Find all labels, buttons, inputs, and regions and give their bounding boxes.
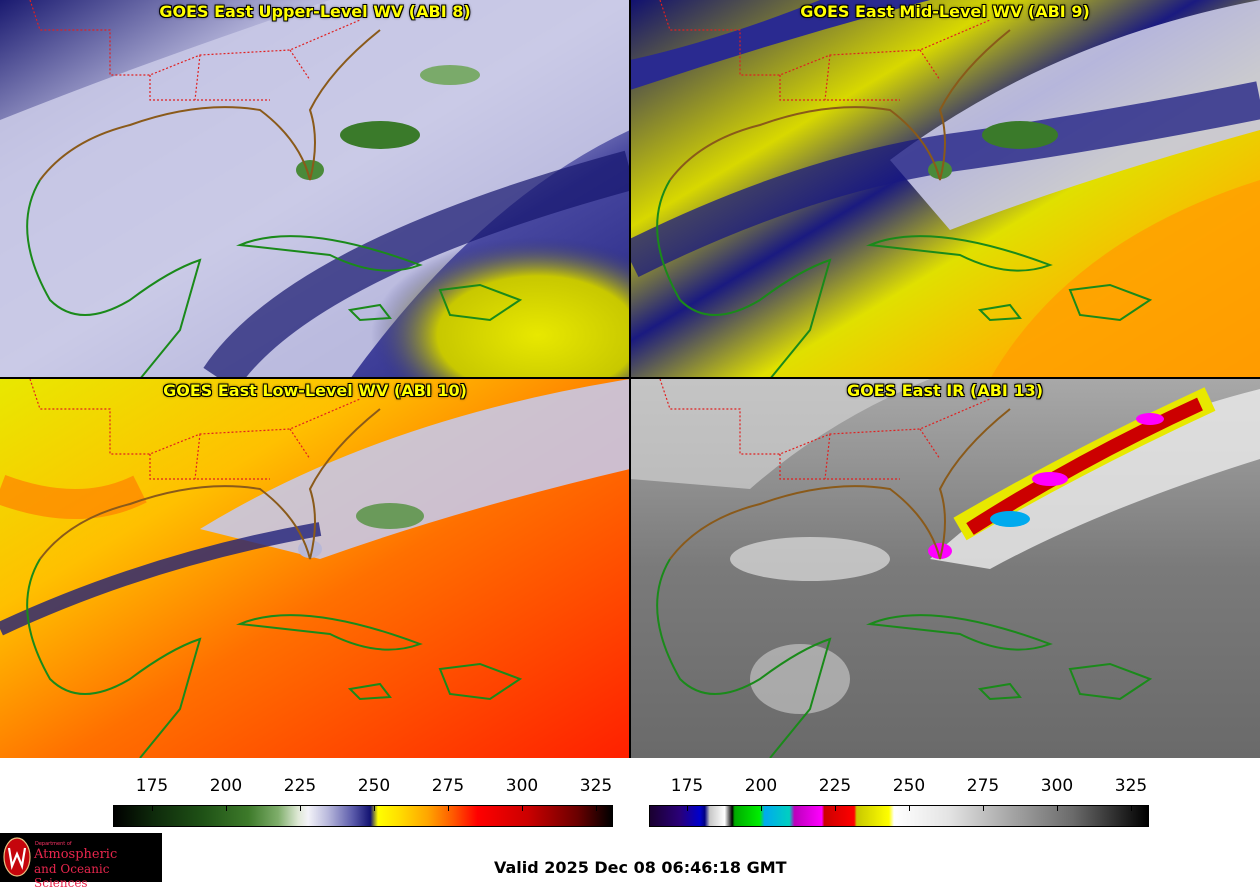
colorbar-wv-tick xyxy=(596,805,597,811)
logo-name-line2: and Oceanic Sciences xyxy=(34,862,110,890)
colorbar-wv-tick xyxy=(374,805,375,811)
satellite-image-mid-wv xyxy=(630,0,1260,379)
logo-dept-text: Department of xyxy=(35,841,72,847)
colorbar-wv-tick-label: 325 xyxy=(579,776,613,796)
colorbar-wv-tick-label: 275 xyxy=(431,776,465,796)
logo-name-line1: Atmospheric xyxy=(34,847,118,862)
satellite-image-low-wv xyxy=(0,379,630,758)
aos-logo[interactable]: Department of Atmospheric and Oceanic Sc… xyxy=(0,833,162,890)
colorbar-ir-tick-label: 325 xyxy=(1114,776,1148,796)
panel-low-level-wv: GOES East Low-Level WV (ABI 10) xyxy=(0,379,630,758)
panel-title: GOES East Mid-Level WV (ABI 9) xyxy=(800,2,1090,21)
colorbar-wv-tick-label: 200 xyxy=(209,776,243,796)
colorbar-wv-tick-label: 250 xyxy=(357,776,391,796)
colorbar-ir-tick xyxy=(687,805,688,811)
colorbar-ir-tick-label: 250 xyxy=(892,776,926,796)
colorbar-ir-tick-label: 300 xyxy=(1040,776,1074,796)
panel-upper-level-wv: GOES East Upper-Level WV (ABI 8) xyxy=(0,0,630,379)
colorbar-wv-tick xyxy=(522,805,523,811)
panel-title: GOES East Upper-Level WV (ABI 8) xyxy=(159,2,471,21)
colorbar-ir-tick xyxy=(1131,805,1132,811)
colorbar-wv-tick-label: 225 xyxy=(283,776,317,796)
panel-title: GOES East Low-Level WV (ABI 10) xyxy=(163,381,467,400)
panel-mid-level-wv: GOES East Mid-Level WV (ABI 9) xyxy=(630,0,1260,379)
colorbar-ir-tick xyxy=(761,805,762,811)
colorbar-ir-tick-label: 275 xyxy=(966,776,1000,796)
panel-divider-horizontal xyxy=(0,377,1260,379)
colorbar-ir-tick xyxy=(909,805,910,811)
colorbar-ir-tick-label: 225 xyxy=(818,776,852,796)
satellite-image-ir xyxy=(630,379,1260,758)
colorbar-ir-tick xyxy=(835,805,836,811)
colorbar-wv-tick-label: 300 xyxy=(505,776,539,796)
colorbar-wv-tick xyxy=(448,805,449,811)
panel-title: GOES East IR (ABI 13) xyxy=(846,381,1044,400)
colorbar-wv xyxy=(113,805,613,827)
colorbar-wv-tick xyxy=(226,805,227,811)
panel-ir: GOES East IR (ABI 13) xyxy=(630,379,1260,758)
uw-crest-icon xyxy=(3,837,31,877)
colorbar-ir-tick-label: 200 xyxy=(744,776,778,796)
colorbar-ir-tick xyxy=(983,805,984,811)
panel-divider-vertical xyxy=(629,0,631,758)
satellite-image-upper-wv xyxy=(0,0,630,379)
colorbar-ir-tick xyxy=(1057,805,1058,811)
colorbar-ir-tick-label: 175 xyxy=(670,776,704,796)
valid-time: Valid 2025 Dec 08 06:46:18 GMT xyxy=(494,858,787,877)
colorbar-wv-tick xyxy=(152,805,153,811)
colorbar-wv-tick-label: 175 xyxy=(135,776,169,796)
colorbar-ir xyxy=(649,805,1149,827)
colorbar-wv-tick xyxy=(300,805,301,811)
